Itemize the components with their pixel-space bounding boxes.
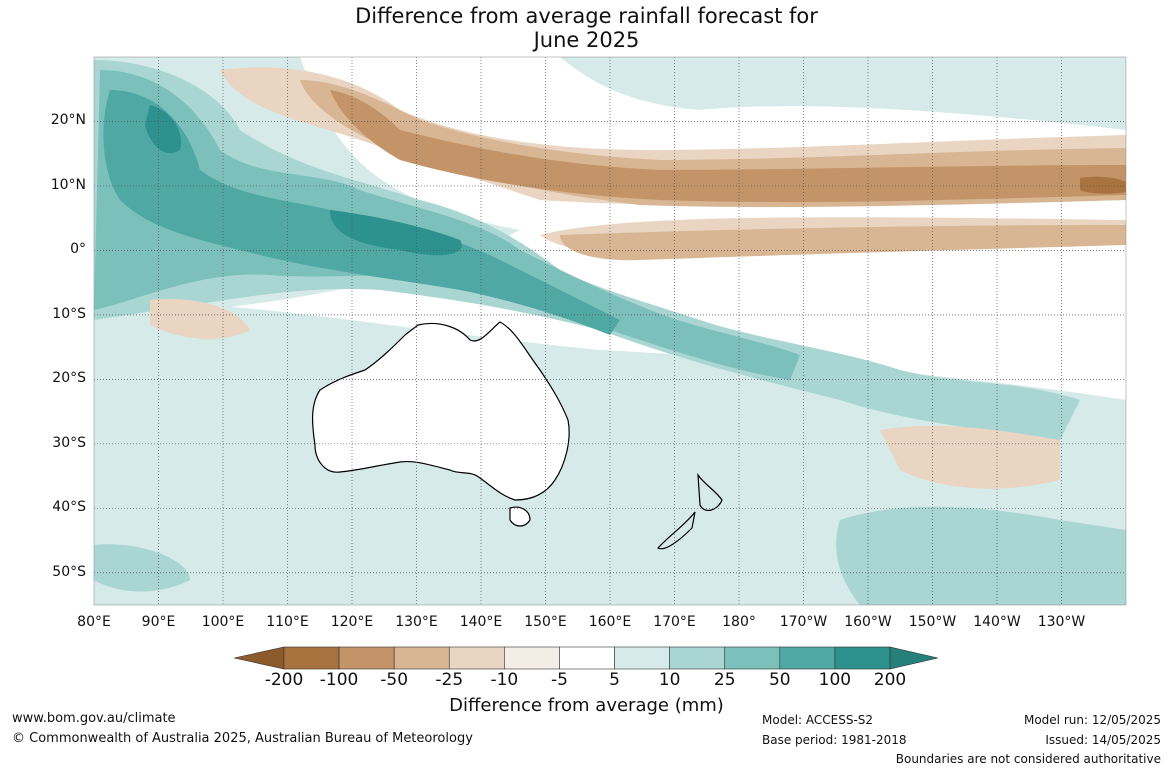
colorbar-segment [448,646,505,670]
wet-region-light-east-north [560,57,1126,130]
dry-band-dark [330,90,1126,203]
new-zealand-south-island [657,511,696,550]
longitude-label: 110°E [266,614,309,630]
longitude-label: 150°E [524,614,567,630]
colorbar-tick-label: -5 [550,670,568,690]
colorbar-tick-label: 100 [818,670,852,690]
longitude-label: 90°E [141,614,176,630]
longitude-label: 120°E [330,614,374,630]
colorbar-segment [393,646,450,670]
longitude-label: 160°E [588,614,632,630]
longitude-label: 130°W [1037,614,1086,630]
colorbar-tick-label: 50 [768,670,791,690]
website-link[interactable]: www.bom.gov.au/climate [12,711,176,726]
wet-region-core [103,90,620,335]
dry-patch-east-pacific [880,425,1060,489]
longitude-label: 170°W [779,614,828,630]
longitude-label: 130°E [395,614,438,630]
colorbar-segment [779,646,836,670]
model-text: Model: ACCESS-S2 [762,713,874,727]
colorbar-segment [504,646,560,670]
colorbar-tick-label: -100 [319,670,359,690]
latitude-label: 10°N [50,176,86,193]
colorbar [233,646,939,670]
longitude-label: 80°E [77,614,111,630]
longitude-label: 150°W [908,614,957,630]
model-run-text: Model run: 12/05/2025 [1023,713,1161,727]
latitude-label: 20°N [50,112,86,129]
tasmania-outline [509,506,531,527]
latitude-label: 10°S [52,305,86,322]
map-title: Difference from average rainfall forecas… [0,4,1173,52]
disclaimer-text: Boundaries are not considered authoritat… [895,752,1161,766]
map-frame [93,56,1127,606]
colorbar-tick-label: -50 [380,670,409,690]
dry-patch-indian [150,299,250,340]
colorbar-tick-label: 10 [658,670,681,690]
colorbar-tick-label: 5 [609,670,620,690]
colorbar-tick-label: -25 [435,670,464,690]
wet-region-south-ocean [836,506,1126,605]
wet-region-sw [94,544,190,592]
colorbar-extension-low [233,646,285,670]
colorbar-segment [724,646,781,670]
grid-lines [94,57,1126,605]
longitude-label: 100°E [201,614,245,630]
dry-band-south [560,225,1126,261]
colorbar-segment [834,646,891,670]
australia-outline [312,321,570,501]
latitude-label: 30°S [52,434,86,451]
latitude-label: 0° [70,241,86,258]
australia-landmass [312,321,570,527]
colorbar-tick-label: -10 [490,670,519,690]
wet-region-maritime-continent [94,70,800,380]
longitude-label: 160°W [844,614,892,630]
colorbar-extension-high [889,646,939,670]
new-zealand [657,472,723,550]
colorbar-tick-label: 25 [713,670,736,690]
longitude-label: 140°E [459,614,503,630]
issued-text: Issued: 14/05/2025 [1045,733,1161,747]
title-line-1: Difference from average rainfall forecas… [355,4,818,28]
dry-core [1080,176,1126,194]
colorbar-segment [283,646,340,670]
latitude-label: 50°S [52,563,86,580]
longitude-label: 140°W [973,614,1021,630]
wet-region-center [145,105,462,256]
new-zealand-north-island [697,472,723,512]
colorbar-segment [614,646,670,670]
title-line-2: June 2025 [533,28,640,52]
colorbar-tick-label: 200 [873,670,907,690]
map-area [94,57,1126,605]
colorbar-segment [559,646,615,670]
colorbar-segment [669,646,726,670]
longitude-label: 170°E [653,614,696,630]
copyright-text: © Commonwealth of Australia 2025, Austra… [12,731,473,746]
latitude-label: 20°S [52,370,86,387]
base-period-text: Base period: 1981-2018 [762,733,907,747]
latitude-label: 40°S [52,499,86,516]
longitude-label: 180° [722,614,756,630]
colorbar-tick-label: -200 [264,670,304,690]
colorbar-segment [338,646,395,670]
colorbar-label: Difference from average (mm) [449,695,724,716]
